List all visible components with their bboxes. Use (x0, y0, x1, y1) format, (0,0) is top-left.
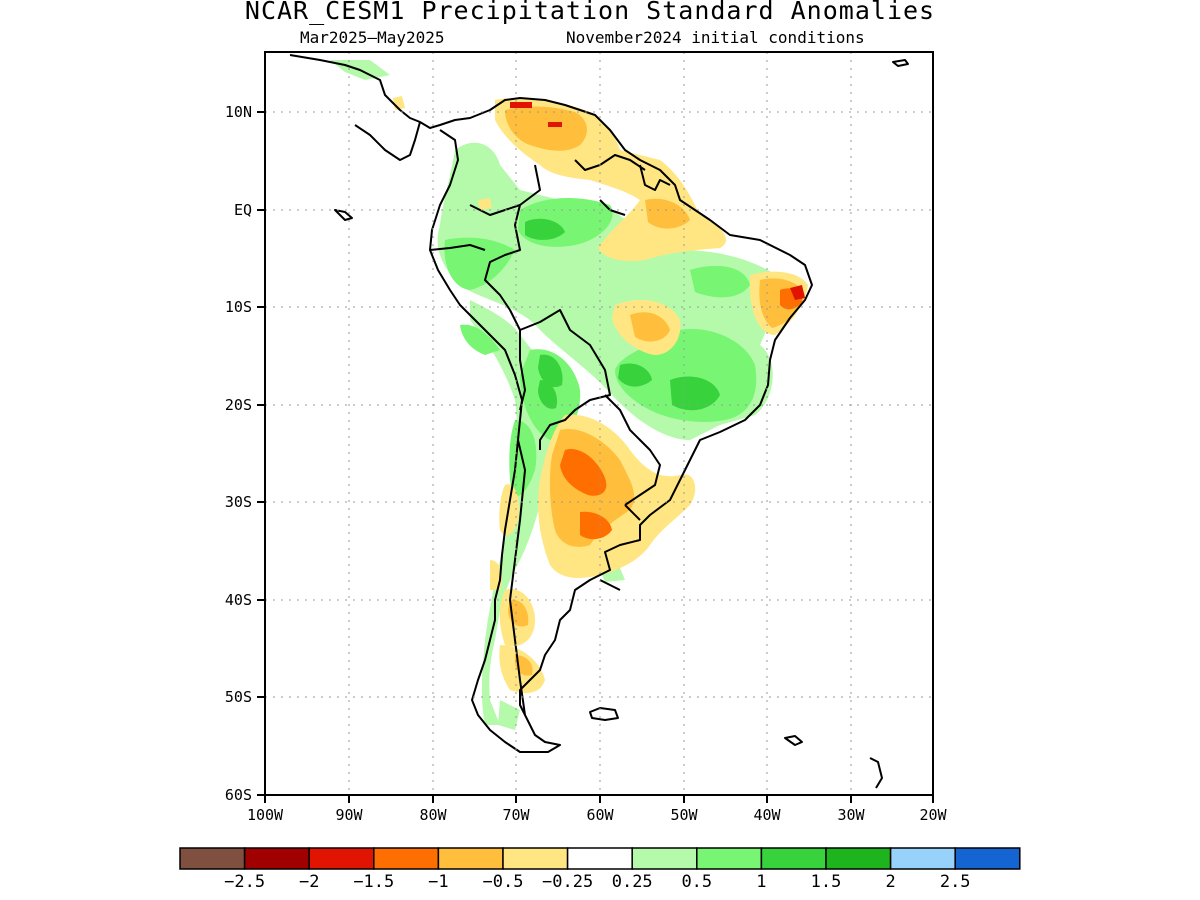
anomaly-region-wet-weak (498, 700, 520, 730)
anomaly-region-dry-moderate (505, 106, 587, 151)
colorbar-swatch (308, 847, 375, 870)
lon-tick-label: 20W (919, 806, 947, 824)
colorbar-label: 2 (885, 872, 895, 892)
colorbar-swatch (760, 847, 827, 870)
lon-tick-label: 80W (419, 806, 447, 824)
colorbar-swatch (179, 847, 246, 870)
colorbar-swatch (631, 847, 698, 870)
anomaly-region-dry-severe (790, 285, 805, 300)
colorbar-label: 0.5 (681, 872, 712, 892)
lat-tick-label: 30S (225, 493, 252, 511)
colorbar-label: −2 (299, 872, 319, 892)
lat-tick-label: 40S (225, 591, 252, 609)
coastlines (289, 54, 909, 789)
colorbar-label: 2.5 (940, 872, 971, 892)
colorbar-label: −0.5 (483, 872, 524, 892)
anomaly-region-wet-weak (560, 295, 585, 312)
colorbar-label: −1.5 (353, 872, 394, 892)
lon-tick-label: 40W (753, 806, 781, 824)
colorbar-label: −0.25 (542, 872, 593, 892)
colorbar-swatch (954, 847, 1021, 870)
anomaly-shading (330, 60, 808, 730)
colorbar-swatch (373, 847, 440, 870)
anomaly-region-wet-moderate (460, 324, 500, 355)
colorbar-label: −1 (428, 872, 448, 892)
lat-tick-label: 50S (225, 688, 252, 706)
anomaly-region-wet-strong (670, 376, 720, 411)
initial-conditions: November2024 initial conditions (566, 28, 865, 47)
lat-tick-label: 20S (225, 396, 252, 414)
anomaly-region-dry-strong (580, 511, 612, 540)
colorbar-swatch (825, 847, 892, 870)
anomaly-region-wet-moderate (690, 265, 750, 298)
lat-tick-label: EQ (234, 201, 252, 219)
lat-tick-label: 10S (225, 298, 252, 316)
lon-tick-label: 90W (335, 806, 363, 824)
colorbar-swatch (437, 847, 504, 870)
anomaly-region-dry-strong (560, 449, 607, 496)
lat-tick-labels: 10N EQ 10S 20S 30S 40S 50S 60S (225, 103, 252, 804)
anomaly-region-wet-moderate (444, 237, 515, 290)
colorbar-swatch (696, 847, 763, 870)
colorbar: −2.5 −2 −1.5 −1 −0.5 −0.25 0.25 0.5 1 1.5 2 2.5 (179, 847, 1021, 892)
lon-tick-label: 50W (670, 806, 698, 824)
lon-tick-label: 30W (837, 806, 865, 824)
colorbar-label: 0.25 (612, 872, 653, 892)
colorbar-swatch (502, 847, 569, 870)
lon-tick-labels: 100W 90W 80W 70W 60W 50W 40W 30W 20W (247, 806, 948, 824)
lat-tick-label: 60S (225, 786, 252, 804)
colorbar-swatch (889, 847, 956, 870)
lat-tick-label: 10N (225, 103, 252, 121)
colorbar-label: 1 (756, 872, 766, 892)
page-title: NCAR_CESM1 Precipitation Standard Anomal… (244, 0, 936, 25)
anomaly-region-dry-weak (478, 198, 492, 210)
anomaly-region-wet-strong (538, 380, 558, 409)
colorbar-label: 1.5 (811, 872, 842, 892)
lon-tick-label: 60W (586, 806, 614, 824)
anomaly-region-wet-strong (525, 218, 565, 240)
anomaly-region-dry-severe (548, 122, 562, 127)
colorbar-swatch (243, 847, 310, 870)
colorbar-swatch (566, 847, 633, 870)
colorbar-label: −2.5 (224, 872, 265, 892)
anomaly-region-wet-strong (538, 354, 563, 388)
anomaly-region-wet-strong (618, 363, 652, 387)
forecast-period: Mar2025–May2025 (300, 28, 445, 47)
lon-tick-label: 70W (502, 806, 530, 824)
anomaly-region-dry-severe (510, 102, 532, 108)
lon-tick-label: 100W (247, 806, 284, 824)
tick-marks (257, 111, 934, 803)
anomaly-region-dry-moderate (645, 198, 690, 229)
anomaly-region-dry-moderate (630, 312, 670, 342)
